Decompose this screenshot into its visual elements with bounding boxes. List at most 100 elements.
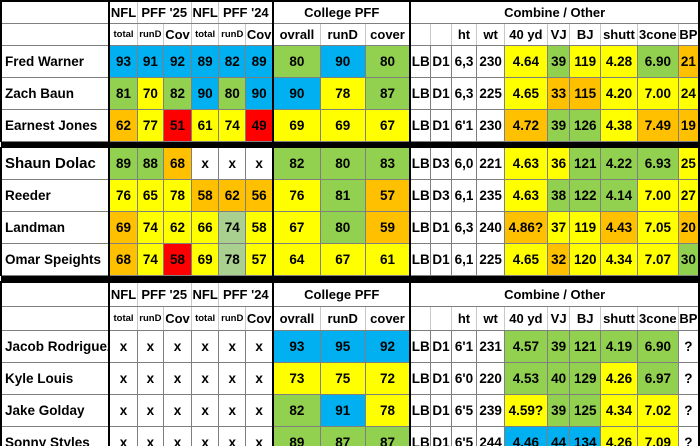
cell-shuttle[interactable]: 4.19 <box>600 330 638 363</box>
cell-shuttle[interactable]: 4.20 <box>600 77 638 110</box>
cell-college-rund[interactable]: 80 <box>319 147 366 180</box>
cell-nfl25-cov[interactable]: 92 <box>163 45 192 78</box>
cell-forty-yard[interactable]: 4.59? <box>503 394 548 427</box>
player-name[interactable]: Jacob Rodriguez <box>0 330 110 363</box>
cell-vertical-jump[interactable]: 39 <box>546 109 571 142</box>
cell-nfl24-cov[interactable]: x <box>245 426 274 446</box>
cell-bench-press[interactable]: 25 <box>677 147 700 180</box>
cell-nfl25-total[interactable]: 81 <box>108 77 138 110</box>
cell-height[interactable]: 6'1 <box>450 109 478 142</box>
cell-vertical-jump[interactable]: 32 <box>546 243 571 276</box>
cell-position[interactable]: LB <box>409 77 432 110</box>
cell-nfl25-total[interactable]: x <box>108 426 138 446</box>
cell-nfl24-cov[interactable]: 89 <box>245 45 274 78</box>
cell-height[interactable]: 6,0 <box>450 147 478 180</box>
cell-nfl25-rund[interactable]: 74 <box>136 243 165 276</box>
cell-broad-jump[interactable]: 115 <box>569 77 602 110</box>
cell-three-cone[interactable]: 7.05 <box>636 211 679 244</box>
cell-three-cone[interactable]: 7.00 <box>636 179 679 212</box>
cell-division[interactable]: D1 <box>430 45 452 78</box>
cell-division[interactable]: D1 <box>430 109 452 142</box>
cell-nfl24-cov[interactable]: 49 <box>245 109 274 142</box>
cell-forty-yard[interactable]: 4.46 <box>503 426 548 446</box>
cell-nfl24-cov[interactable]: 56 <box>245 179 274 212</box>
cell-three-cone[interactable]: 7.09 <box>636 426 679 446</box>
cell-college-ovrall[interactable]: 64 <box>272 243 321 276</box>
cell-bench-press[interactable]: 27 <box>677 179 700 212</box>
cell-vertical-jump[interactable]: 36 <box>546 147 571 180</box>
cell-nfl25-total[interactable]: x <box>108 362 138 395</box>
cell-three-cone[interactable]: 6.90 <box>636 45 679 78</box>
cell-college-rund[interactable]: 95 <box>319 330 366 363</box>
cell-bench-press[interactable]: ? <box>677 330 700 363</box>
cell-nfl24-rund[interactable]: 74 <box>218 211 247 244</box>
cell-vertical-jump[interactable]: 39 <box>546 45 571 78</box>
cell-nfl25-cov[interactable]: 68 <box>163 147 192 180</box>
cell-college-rund[interactable]: 69 <box>319 109 366 142</box>
cell-nfl25-total[interactable]: 76 <box>108 179 138 212</box>
cell-college-ovrall[interactable]: 93 <box>272 330 321 363</box>
cell-vertical-jump[interactable]: 39 <box>546 394 571 427</box>
cell-nfl25-rund[interactable]: x <box>136 426 165 446</box>
cell-position[interactable]: LB <box>409 330 432 363</box>
cell-weight[interactable]: 235 <box>476 179 505 212</box>
cell-college-rund[interactable]: 67 <box>319 243 366 276</box>
cell-shuttle[interactable]: 4.34 <box>600 394 638 427</box>
cell-three-cone[interactable]: 6.90 <box>636 330 679 363</box>
cell-bench-press[interactable]: ? <box>677 426 700 446</box>
cell-shuttle[interactable]: 4.26 <box>600 426 638 446</box>
cell-height[interactable]: 6,1 <box>450 179 478 212</box>
cell-height[interactable]: 6,3 <box>450 77 478 110</box>
cell-nfl24-total[interactable]: 66 <box>190 211 220 244</box>
cell-nfl24-total[interactable]: 89 <box>190 45 220 78</box>
cell-nfl25-rund[interactable]: 88 <box>136 147 165 180</box>
cell-nfl25-rund[interactable]: x <box>136 330 165 363</box>
player-name[interactable]: Reeder <box>0 179 110 212</box>
cell-division[interactable]: D1 <box>430 426 452 446</box>
cell-college-cover[interactable]: 67 <box>364 109 411 142</box>
cell-nfl25-total[interactable]: x <box>108 330 138 363</box>
cell-height[interactable]: 6,3 <box>450 45 478 78</box>
cell-forty-yard[interactable]: 4.57 <box>503 330 548 363</box>
cell-nfl25-cov[interactable]: x <box>163 426 192 446</box>
cell-nfl24-total[interactable]: x <box>190 362 220 395</box>
cell-nfl25-cov[interactable]: 51 <box>163 109 192 142</box>
cell-weight[interactable]: 231 <box>476 330 505 363</box>
player-name[interactable]: Shaun Dolac <box>0 147 110 180</box>
cell-weight[interactable]: 230 <box>476 45 505 78</box>
cell-nfl25-rund[interactable]: 74 <box>136 211 165 244</box>
cell-vertical-jump[interactable]: 44 <box>546 426 571 446</box>
cell-nfl24-rund[interactable]: 62 <box>218 179 247 212</box>
cell-three-cone[interactable]: 7.02 <box>636 394 679 427</box>
cell-nfl25-rund[interactable]: 77 <box>136 109 165 142</box>
cell-division[interactable]: D1 <box>430 362 452 395</box>
cell-nfl25-rund[interactable]: x <box>136 362 165 395</box>
cell-nfl24-cov[interactable]: 90 <box>245 77 274 110</box>
cell-nfl24-cov[interactable]: x <box>245 330 274 363</box>
cell-college-cover[interactable]: 80 <box>364 45 411 78</box>
cell-bench-press[interactable]: 19 <box>677 109 700 142</box>
cell-broad-jump[interactable]: 119 <box>569 45 602 78</box>
cell-weight[interactable]: 225 <box>476 77 505 110</box>
cell-nfl25-cov[interactable]: 58 <box>163 243 192 276</box>
cell-shuttle[interactable]: 4.38 <box>600 109 638 142</box>
cell-nfl25-rund[interactable]: 91 <box>136 45 165 78</box>
cell-forty-yard[interactable]: 4.63 <box>503 147 548 180</box>
player-name[interactable]: Omar Speights <box>0 243 110 276</box>
cell-nfl24-rund[interactable]: 74 <box>218 109 247 142</box>
cell-bench-press[interactable]: 24 <box>677 77 700 110</box>
player-name[interactable]: Earnest Jones <box>0 109 110 142</box>
cell-division[interactable]: D1 <box>430 211 452 244</box>
cell-nfl25-total[interactable]: 62 <box>108 109 138 142</box>
cell-nfl24-rund[interactable]: 78 <box>218 243 247 276</box>
cell-nfl24-rund[interactable]: x <box>218 362 247 395</box>
cell-nfl24-total[interactable]: x <box>190 426 220 446</box>
cell-forty-yard[interactable]: 4.72 <box>503 109 548 142</box>
cell-broad-jump[interactable]: 121 <box>569 147 602 180</box>
cell-division[interactable]: D3 <box>430 179 452 212</box>
cell-college-ovrall[interactable]: 82 <box>272 147 321 180</box>
cell-shuttle[interactable]: 4.34 <box>600 243 638 276</box>
cell-broad-jump[interactable]: 126 <box>569 109 602 142</box>
player-name[interactable]: Landman <box>0 211 110 244</box>
cell-weight[interactable]: 240 <box>476 211 505 244</box>
